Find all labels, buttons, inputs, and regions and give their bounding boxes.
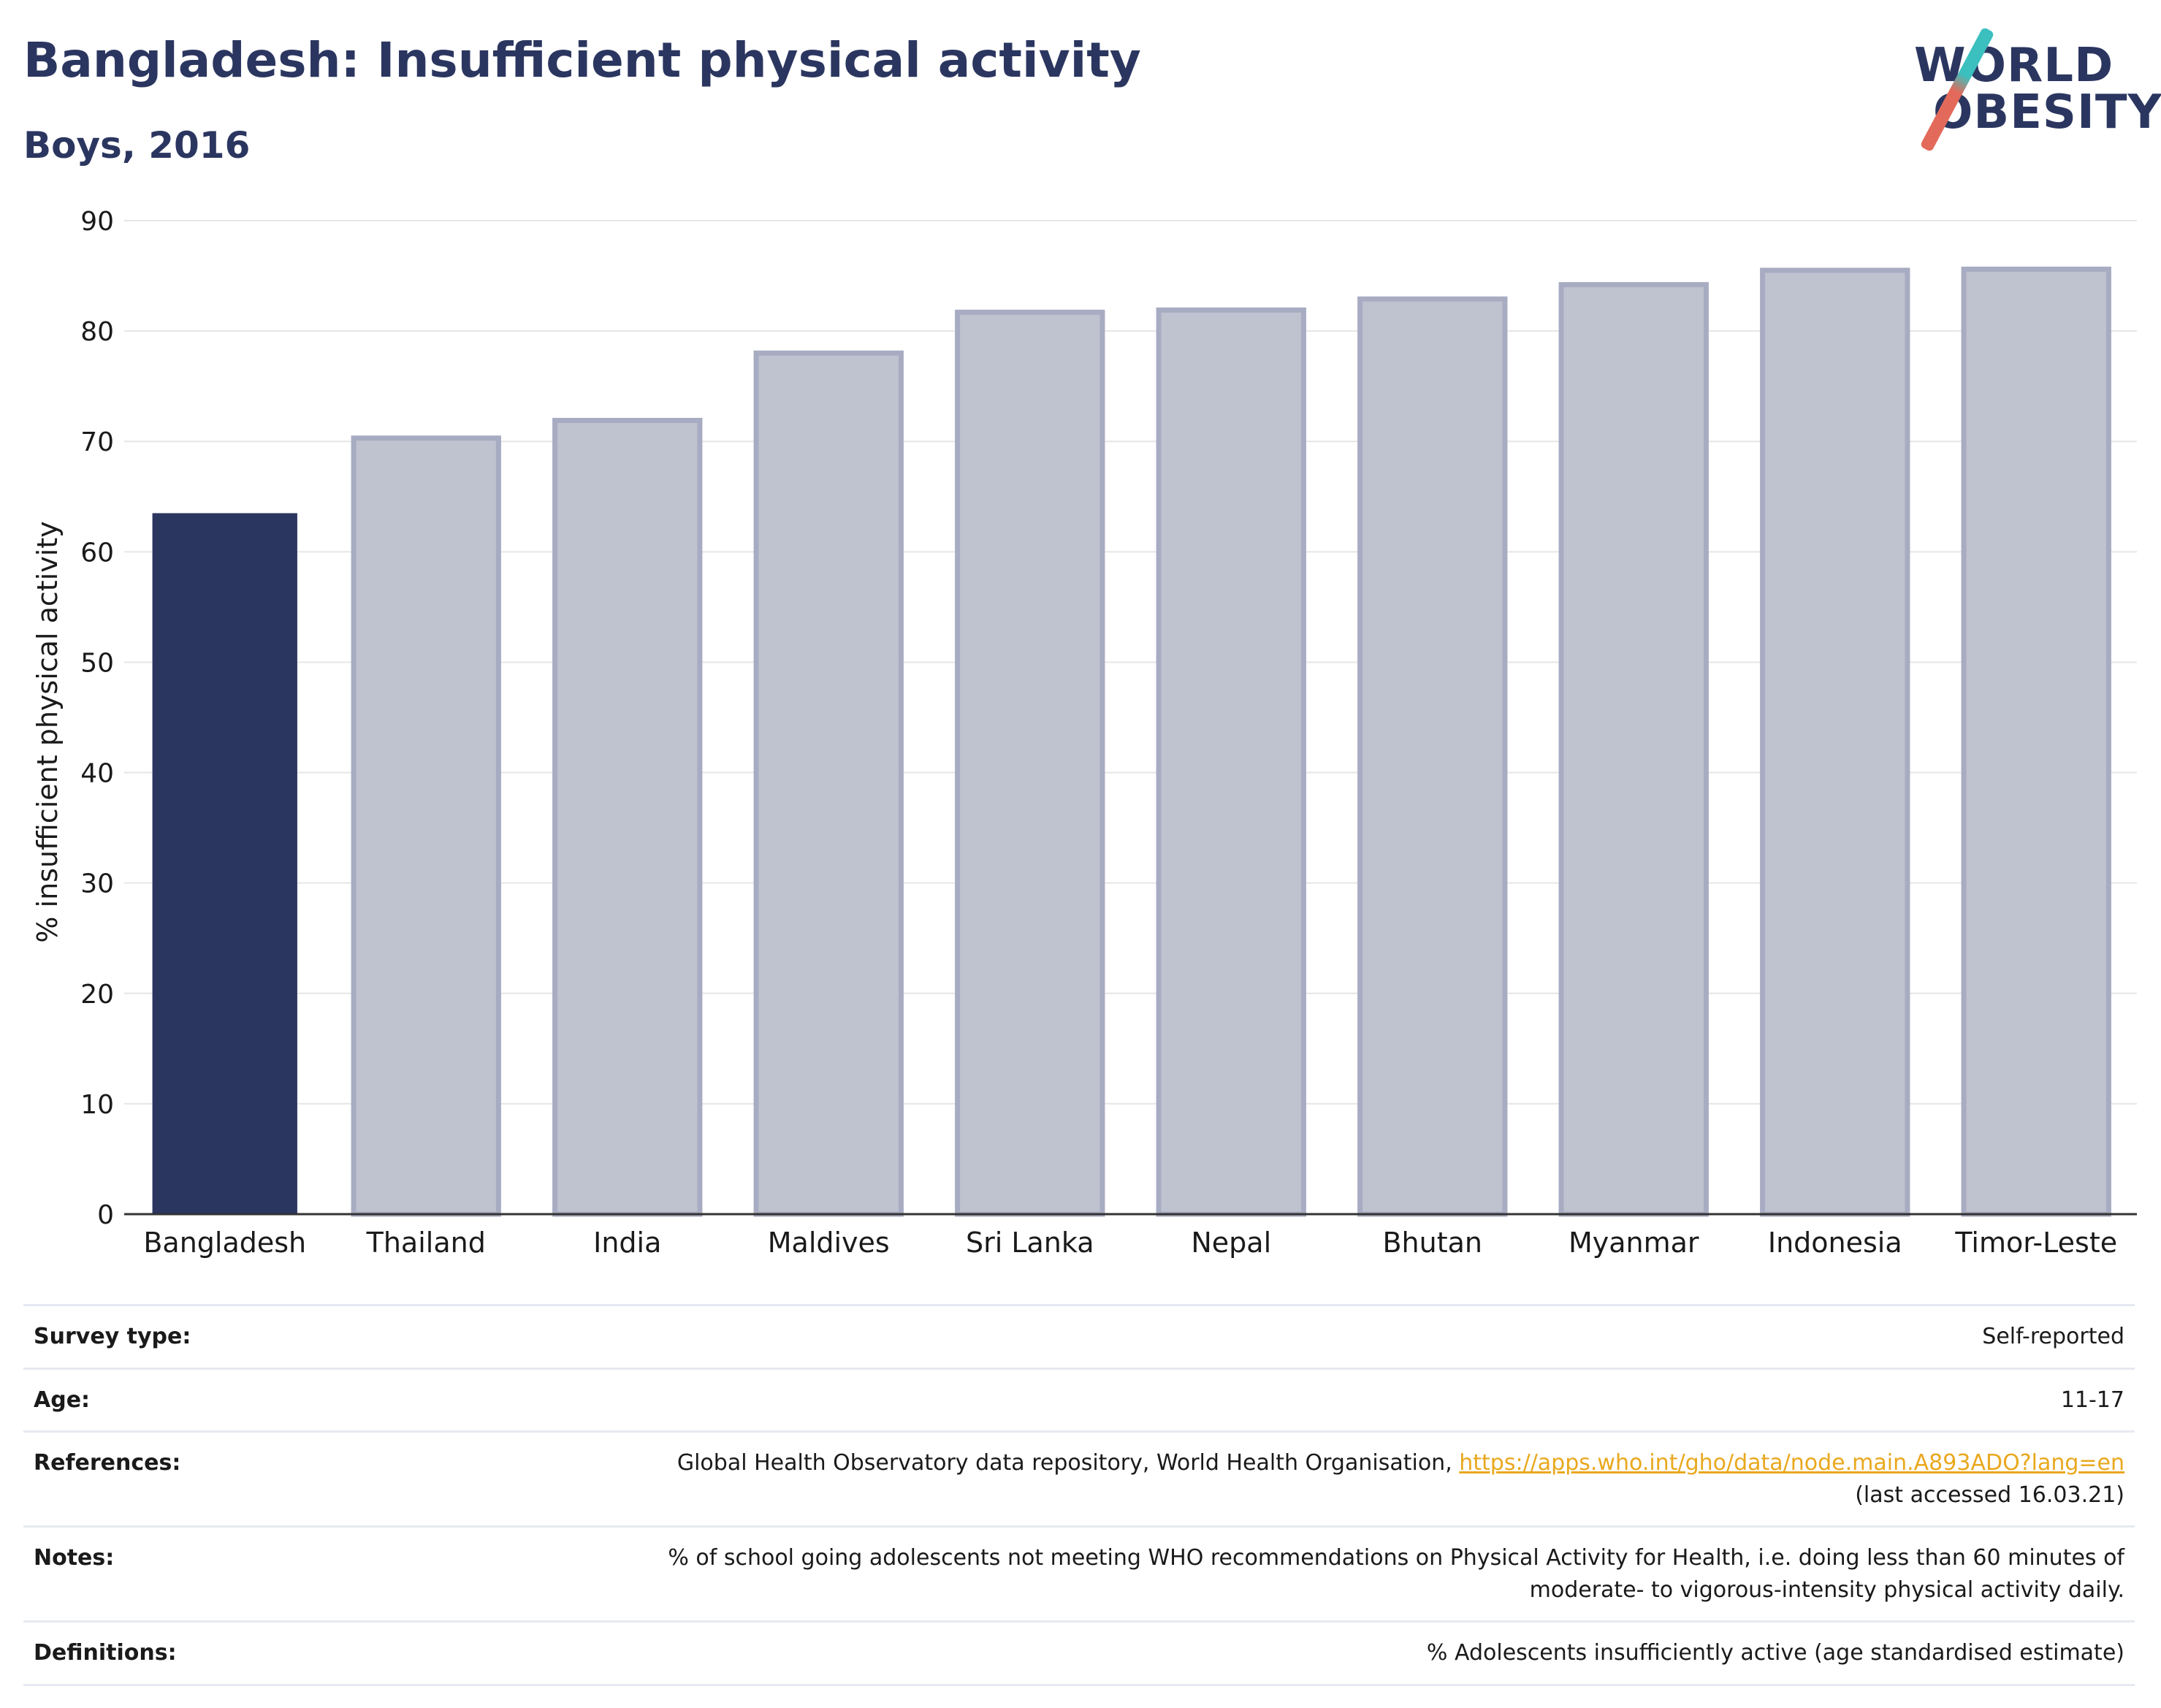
notes-value: % of school going adolescents not meetin… xyxy=(668,1542,2124,1606)
notes-line-1: % of school going adolescents not meetin… xyxy=(668,1545,2124,1571)
bar-myanmar xyxy=(1558,282,1709,1217)
bar-maldives xyxy=(753,350,904,1217)
bar-india xyxy=(552,418,703,1217)
survey-type-label: Survey type: xyxy=(34,1324,191,1349)
bar-bhutan xyxy=(1357,296,1508,1217)
page-title: Bangladesh: Insufficient physical activi… xyxy=(23,32,1141,88)
x-tick-label: Nepal xyxy=(1191,1227,1271,1259)
notes-line-2: moderate- to vigorous-intensity physical… xyxy=(1529,1577,2124,1603)
references-value: Global Health Observatory data repositor… xyxy=(677,1447,2124,1511)
references-label: References: xyxy=(34,1450,181,1476)
bar-chart: 0 10 20 30 40 50 60 70 80 90 Bangladesh Thailand In… xyxy=(31,207,2137,1259)
info-row-definitions: Definitions: % Adolescents insufficientl… xyxy=(23,1620,2135,1686)
x-tick-label: Thailand xyxy=(366,1227,486,1259)
notes-label: Notes: xyxy=(34,1545,115,1571)
info-row-notes: Notes: % of school going adolescents not… xyxy=(23,1525,2135,1620)
age-label: Age: xyxy=(34,1387,91,1413)
references-link[interactable]: https://apps.who.int/gho/data/node.main.… xyxy=(1459,1450,2124,1476)
y-tick-label: 10 xyxy=(80,1090,114,1120)
x-tick-label: Maldives xyxy=(768,1227,890,1259)
info-row-references: References: Global Health Observatory da… xyxy=(23,1430,2135,1525)
y-tick-label: 60 xyxy=(80,538,114,568)
y-tick-labels: 0 10 20 30 40 50 60 70 80 90 xyxy=(80,207,114,1230)
x-tick-label: Timor-Leste xyxy=(1954,1227,2117,1259)
info-row-survey-type: Survey type: Self-reported xyxy=(23,1304,2135,1368)
y-tick-label: 20 xyxy=(80,980,114,1010)
references-accessed: (last accessed 16.03.21) xyxy=(1855,1482,2124,1508)
bar-bangladesh xyxy=(152,513,297,1214)
bars xyxy=(152,266,2111,1217)
definitions-value: % Adolescents insufficiently active (age… xyxy=(1426,1640,2124,1666)
y-tick-label: 90 xyxy=(80,207,114,237)
y-tick-label: 30 xyxy=(80,869,114,899)
y-tick-label: 80 xyxy=(80,317,114,347)
x-tick-label: Myanmar xyxy=(1569,1227,1699,1259)
info-row-age: Age: 11-17 xyxy=(23,1367,2135,1431)
page-subtitle: Boys, 2016 xyxy=(23,124,251,167)
y-axis-label: % insufficient physical activity xyxy=(31,521,64,942)
world-obesity-logo: WORLD OBESITY xyxy=(1899,22,2161,153)
y-tick-label: 50 xyxy=(80,648,114,678)
logo-line-2: OBESITY xyxy=(1933,85,2161,140)
bar-timor-leste xyxy=(1961,266,2111,1217)
x-tick-label: Sri Lanka xyxy=(966,1227,1094,1259)
x-tick-label: Indonesia xyxy=(1768,1227,1902,1259)
x-tick-label: India xyxy=(593,1227,661,1259)
definitions-label: Definitions: xyxy=(34,1640,177,1666)
bar-thailand xyxy=(351,435,501,1217)
bar-indonesia xyxy=(1760,267,1910,1217)
bar-sri-lanka xyxy=(955,309,1105,1217)
y-tick-label: 0 xyxy=(97,1200,114,1230)
x-tick-label: Bhutan xyxy=(1382,1227,1482,1259)
x-tick-label: Bangladesh xyxy=(143,1227,306,1259)
references-text: Global Health Observatory data repositor… xyxy=(676,1450,1460,1476)
info-table: Survey type: Self-reported Age: 11-17 Re… xyxy=(23,1304,2135,1686)
y-tick-label: 70 xyxy=(80,427,114,457)
y-tick-label: 40 xyxy=(80,759,114,789)
x-tick-labels: Bangladesh Thailand India Maldives Sri Lanka… xyxy=(143,1227,2117,1259)
age-value: 11-17 xyxy=(2060,1387,2124,1413)
survey-type-value: Self-reported xyxy=(1982,1324,2124,1349)
logo-line-1: WORLD xyxy=(1914,39,2114,93)
bar-nepal xyxy=(1156,307,1306,1217)
